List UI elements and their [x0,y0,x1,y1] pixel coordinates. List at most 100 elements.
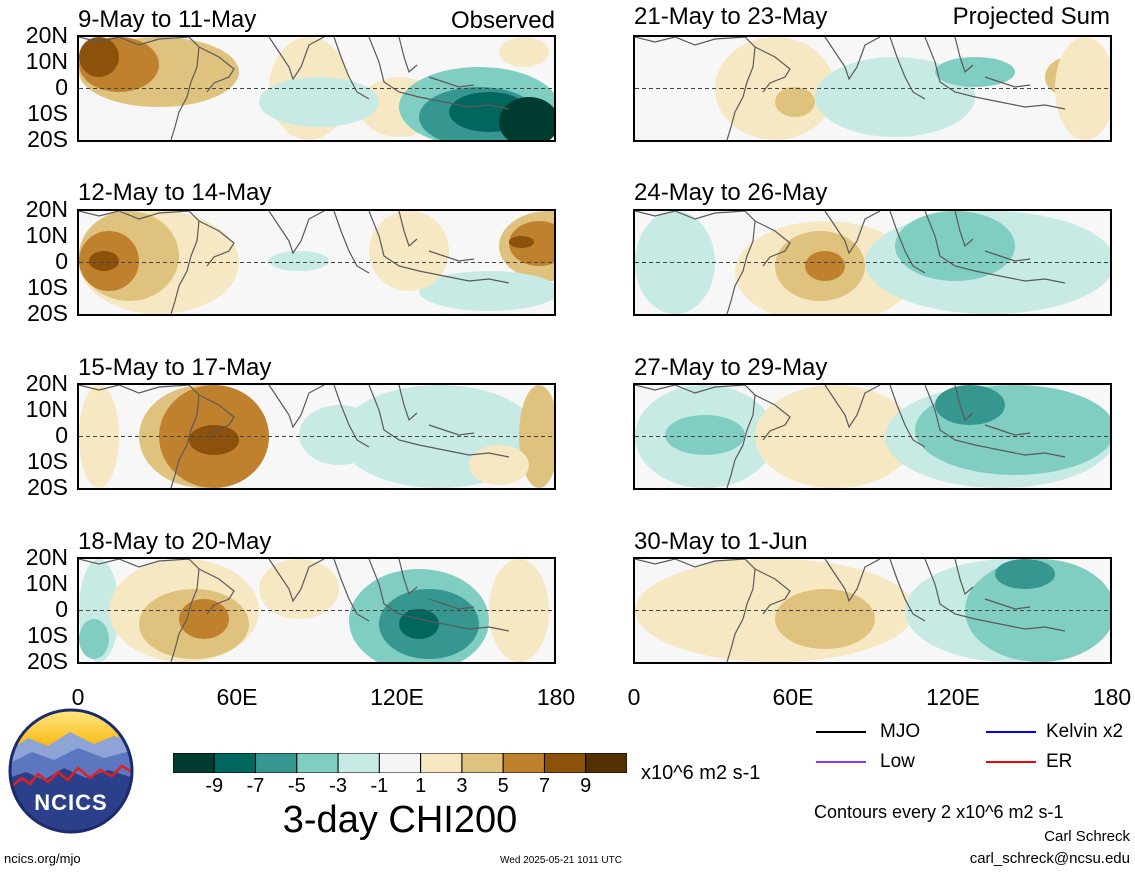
map-panel [77,557,556,664]
anomaly-blob [695,559,775,599]
anomaly-blob [935,385,1005,425]
legend-label-kelvin: Kelvin x2 [1046,721,1124,742]
map-panel [77,209,556,316]
lon-label-left-60e: 60E [216,684,258,710]
lat-label: 20N [25,370,68,396]
panel-title: 9-May to 11-May [78,6,257,33]
anomaly-blob [935,57,1015,87]
lat-label: 20N [25,22,68,48]
colorbar-swatch [213,752,257,774]
lat-label: 10N [25,48,68,74]
lat-label: 10S [27,100,68,126]
coastline [79,559,510,662]
panel-title: 15-May to 17-May [78,354,272,381]
anomaly-blob [259,77,379,127]
colorbar-tick-label: 3 [456,775,468,797]
lon-label-left-0: 0 [71,684,85,710]
colorbar-swatch [378,752,422,774]
author-name: Carl Schreck [1044,828,1130,845]
anomaly-blob [1055,37,1110,140]
logo-text: NCICS [34,790,107,815]
anomaly-blob [79,385,119,488]
anomaly-blob [775,87,815,117]
lat-label: 10S [27,448,68,474]
anomaly-blob [805,251,845,281]
legend-line-mjo [816,731,866,733]
coastline [79,211,510,314]
colorbar-swatch [461,752,504,774]
anomaly-blob [369,211,449,291]
lat-label: 20S [27,648,68,674]
coastline [635,37,1066,140]
legend-label-er: ER [1046,751,1073,772]
anomaly-blob [189,425,239,455]
anomaly-blob [399,609,439,639]
legend-line-low [816,761,866,763]
anomaly-blob [489,559,549,662]
colorbar [172,752,628,774]
lat-label: 10S [27,622,68,648]
anomaly-blob [89,251,119,271]
legend-label-mjo: MJO [880,721,921,742]
lat-label: 20N [25,196,68,222]
panel-title: 24-May to 26-May [634,179,828,206]
map-panel [633,209,1112,316]
anomaly-blob [815,57,975,137]
coastline [635,385,1066,488]
timestamp: Wed 2025-05-21 1011 UTC [500,855,622,866]
colorbar-tick-label: 9 [580,775,592,797]
anomaly-blob [499,97,554,140]
panel-title: 21-May to 23-May [634,3,828,30]
coastline [79,385,510,488]
contour-interval-note: Contours every 2 x10^6 m2 s-1 [814,802,1064,822]
anomaly-blob [509,236,534,248]
colorbar-swatch [543,752,587,774]
coastline [635,559,1066,662]
map-panel [633,383,1112,490]
anomaly-blob [419,271,554,311]
lat-label: 20N [25,544,68,570]
site-link[interactable]: ncics.org/mjo [4,851,81,866]
observed-label: Observed [450,7,555,34]
projected-sum-label: Projected Sum [952,3,1110,30]
anomaly-blob [665,415,745,455]
colorbar-tick-label: -3 [329,775,347,797]
anomaly-blob [269,251,329,271]
colorbar-units: x10^6 m2 s-1 [641,762,761,784]
lon-label-right-180: 180 [1092,684,1132,710]
colorbar-swatch [296,752,339,774]
colorbar-title: 3-day CHI200 [282,799,518,841]
lat-label: 0 [55,422,68,448]
lat-label: 20S [27,126,68,152]
panel-title: 12-May to 14-May [78,179,272,206]
lat-label: 0 [55,248,68,274]
lat-label: 20S [27,300,68,326]
colorbar-swatch [502,752,545,774]
colorbar-tick-label: 5 [497,775,509,797]
colorbar-tick-label: 1 [415,775,427,797]
anomaly-blob [79,619,109,659]
panel-title: 27-May to 29-May [634,354,828,381]
map-panel [633,557,1112,664]
anomaly-blob [635,211,715,314]
map-panel [633,35,1112,142]
legend-label-low: Low [880,751,915,772]
map-panel [77,383,556,490]
colorbar-tick-label: -1 [370,775,389,797]
colorbar-tick-label: -5 [287,775,306,797]
author-email: carl_schreck@ncsu.edu [969,850,1130,867]
anomaly-blob [179,599,229,639]
lat-label: 0 [55,74,68,100]
colorbar-swatch [420,752,463,774]
lat-label: 10S [27,274,68,300]
lat-label: 10N [25,396,68,422]
lon-label-right-60e: 60E [772,684,814,710]
panel-title: 18-May to 20-May [78,528,272,555]
lat-label: 10N [25,570,68,596]
panel-title: 30-May to 1-Jun [634,528,808,555]
map-panel [77,35,556,142]
lon-label-left-180: 180 [536,684,576,710]
anomaly-blob [755,385,915,488]
anomaly-blob [895,211,1015,281]
ncics-logo: NCICS [8,708,134,834]
